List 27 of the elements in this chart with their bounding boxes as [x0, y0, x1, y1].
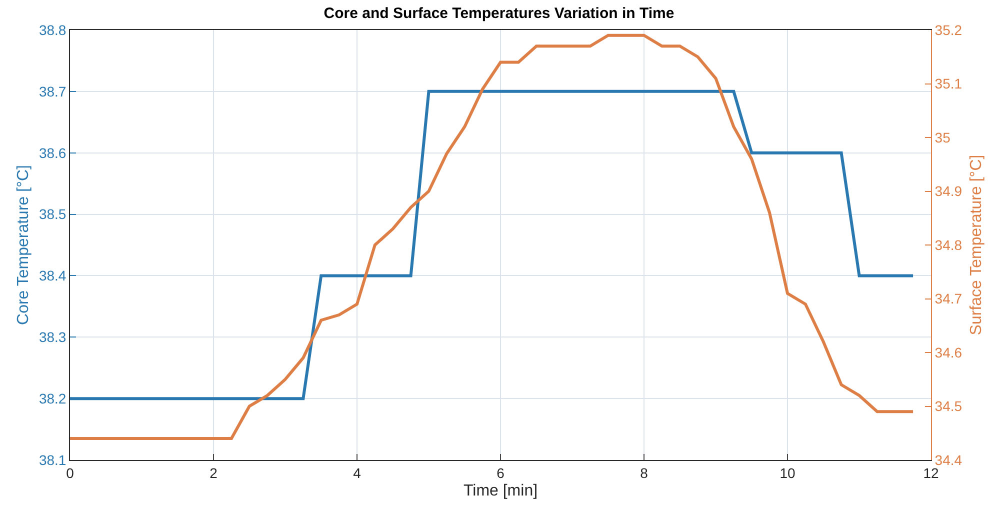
y2-tick-label: 34.5 [934, 398, 962, 414]
x-tick-label: 2 [210, 464, 218, 481]
x-tick-label: 6 [496, 464, 505, 481]
y2-tick-label: 35 [934, 129, 951, 146]
chart-title: Core and Surface Temperatures Variation in Time [324, 5, 674, 22]
y-tick-label: 38.6 [38, 144, 66, 161]
x-tick-label: 0 [66, 464, 74, 481]
y2-tick-label: 34.6 [934, 344, 962, 360]
y-axis-title: Core Temperature [°C] [15, 165, 32, 325]
y-tick-label: 38.7 [38, 83, 66, 100]
y2-tick-label: 34.7 [934, 290, 962, 307]
x-tick-label: 10 [780, 464, 796, 481]
y-tick-label: 38.2 [38, 390, 66, 406]
y2-axis-title: Surface Temperature [°C] [968, 154, 985, 336]
y-tick-label: 38.5 [38, 206, 66, 222]
y2-tick-label: 35.2 [934, 22, 962, 38]
x-tick-label: 8 [640, 464, 648, 481]
y-tick-label: 38.8 [38, 22, 66, 38]
line-series [70, 34, 915, 440]
y2-tick-label: 34.9 [934, 183, 962, 200]
y2-tick-label: 34.8 [934, 236, 962, 253]
x-axis-title: Time [min] [463, 482, 538, 500]
y-tick-label: 38.4 [38, 268, 66, 284]
y2-tick-label: 35.1 [934, 76, 962, 92]
y-tick-label: 38.1 [38, 452, 66, 468]
y-tick-label: 38.3 [38, 329, 66, 346]
x-tick-label: 4 [353, 464, 362, 481]
